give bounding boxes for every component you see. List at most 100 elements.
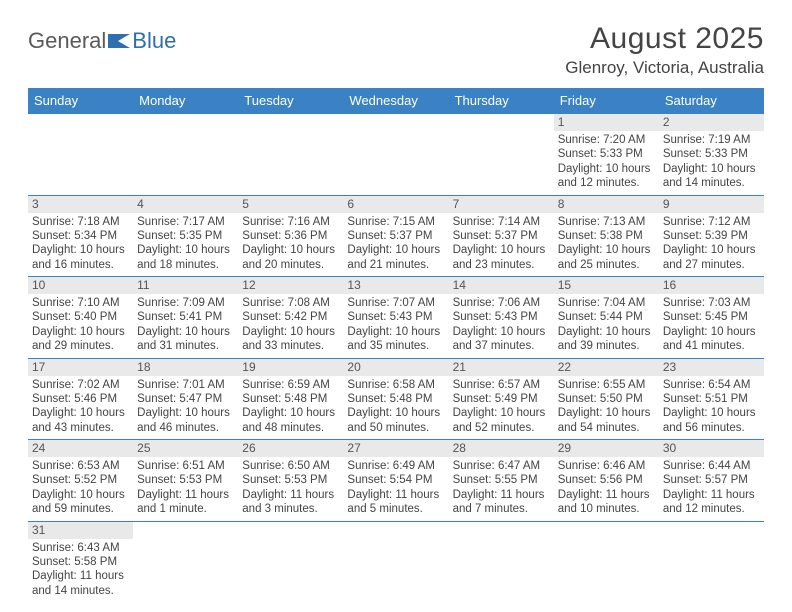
day-number: 15 xyxy=(554,277,659,294)
day-number xyxy=(554,522,659,524)
day-detail-line: Sunrise: 6:47 AM xyxy=(453,459,550,473)
day-detail-line: Sunset: 5:50 PM xyxy=(558,392,655,406)
day-detail-line: Daylight: 11 hours xyxy=(453,488,550,502)
calendar-day-cell xyxy=(343,521,448,602)
day-detail-line: Sunrise: 7:20 AM xyxy=(558,133,655,147)
calendar-day-cell: 2Sunrise: 7:19 AMSunset: 5:33 PMDaylight… xyxy=(659,114,764,196)
calendar-day-cell: 10Sunrise: 7:10 AMSunset: 5:40 PMDayligh… xyxy=(28,277,133,359)
calendar-week-row: 3Sunrise: 7:18 AMSunset: 5:34 PMDaylight… xyxy=(28,195,764,277)
day-detail-line: and 52 minutes. xyxy=(453,421,550,435)
calendar-day-cell xyxy=(28,114,133,196)
day-detail-line: Daylight: 10 hours xyxy=(32,406,129,420)
day-detail-line: Sunrise: 6:50 AM xyxy=(242,459,339,473)
day-detail-line: Daylight: 10 hours xyxy=(137,243,234,257)
day-number xyxy=(343,522,448,524)
day-detail-line: Sunrise: 6:49 AM xyxy=(347,459,444,473)
day-detail-line: Sunset: 5:56 PM xyxy=(558,473,655,487)
day-number: 25 xyxy=(133,440,238,457)
calendar-day-cell: 30Sunrise: 6:44 AMSunset: 5:57 PMDayligh… xyxy=(659,440,764,522)
day-detail-line: Daylight: 11 hours xyxy=(558,488,655,502)
day-detail-line: Sunset: 5:54 PM xyxy=(347,473,444,487)
day-detail-line: Sunrise: 7:19 AM xyxy=(663,133,760,147)
calendar-day-cell: 8Sunrise: 7:13 AMSunset: 5:38 PMDaylight… xyxy=(554,195,659,277)
calendar-day-cell: 26Sunrise: 6:50 AMSunset: 5:53 PMDayligh… xyxy=(238,440,343,522)
logo-text-2: Blue xyxy=(132,28,176,54)
calendar-day-cell xyxy=(449,521,554,602)
day-detail-line: Daylight: 10 hours xyxy=(663,162,760,176)
day-detail-line: and 50 minutes. xyxy=(347,421,444,435)
calendar-day-cell: 19Sunrise: 6:59 AMSunset: 5:48 PMDayligh… xyxy=(238,358,343,440)
day-detail-line: Sunset: 5:57 PM xyxy=(663,473,760,487)
calendar-table: Sunday Monday Tuesday Wednesday Thursday… xyxy=(28,88,764,602)
day-detail-line: Daylight: 10 hours xyxy=(453,406,550,420)
calendar-day-cell: 11Sunrise: 7:09 AMSunset: 5:41 PMDayligh… xyxy=(133,277,238,359)
day-detail-line: and 12 minutes. xyxy=(663,502,760,516)
day-detail-line: Daylight: 10 hours xyxy=(558,325,655,339)
day-number: 21 xyxy=(449,359,554,376)
day-number: 6 xyxy=(343,196,448,213)
day-number: 11 xyxy=(133,277,238,294)
day-detail-line: Sunrise: 6:44 AM xyxy=(663,459,760,473)
day-number: 4 xyxy=(133,196,238,213)
day-detail-line: and 3 minutes. xyxy=(242,502,339,516)
day-detail-line: Sunset: 5:34 PM xyxy=(32,229,129,243)
day-number: 18 xyxy=(133,359,238,376)
calendar-day-cell xyxy=(554,521,659,602)
day-detail-line: and 1 minute. xyxy=(137,502,234,516)
day-detail-line: Sunset: 5:39 PM xyxy=(663,229,760,243)
day-detail-line: and 18 minutes. xyxy=(137,258,234,272)
calendar-day-cell: 6Sunrise: 7:15 AMSunset: 5:37 PMDaylight… xyxy=(343,195,448,277)
calendar-day-cell: 18Sunrise: 7:01 AMSunset: 5:47 PMDayligh… xyxy=(133,358,238,440)
day-detail-line: Sunset: 5:58 PM xyxy=(32,555,129,569)
day-detail-line: Sunset: 5:47 PM xyxy=(137,392,234,406)
day-detail-line: and 5 minutes. xyxy=(347,502,444,516)
day-detail-line: Sunrise: 7:12 AM xyxy=(663,215,760,229)
day-number xyxy=(238,522,343,524)
day-detail-line: Daylight: 10 hours xyxy=(453,243,550,257)
calendar-day-cell: 28Sunrise: 6:47 AMSunset: 5:55 PMDayligh… xyxy=(449,440,554,522)
day-detail-line: Sunset: 5:48 PM xyxy=(242,392,339,406)
day-detail-line: and 41 minutes. xyxy=(663,339,760,353)
calendar-day-cell: 7Sunrise: 7:14 AMSunset: 5:37 PMDaylight… xyxy=(449,195,554,277)
day-detail-line: Daylight: 11 hours xyxy=(137,488,234,502)
day-detail-line: Sunset: 5:53 PM xyxy=(242,473,339,487)
day-detail-line: Daylight: 10 hours xyxy=(347,243,444,257)
day-detail-line: and 37 minutes. xyxy=(453,339,550,353)
day-detail-line: Daylight: 10 hours xyxy=(347,325,444,339)
day-number: 22 xyxy=(554,359,659,376)
day-detail-line: and 16 minutes. xyxy=(32,258,129,272)
day-detail-line: and 14 minutes. xyxy=(32,584,129,598)
day-detail-line: Sunrise: 7:14 AM xyxy=(453,215,550,229)
calendar-day-cell: 25Sunrise: 6:51 AMSunset: 5:53 PMDayligh… xyxy=(133,440,238,522)
day-detail-line: Sunrise: 7:01 AM xyxy=(137,378,234,392)
day-number: 19 xyxy=(238,359,343,376)
day-detail-line: Sunset: 5:44 PM xyxy=(558,310,655,324)
weekday-header: Monday xyxy=(133,88,238,114)
day-detail-line: Sunset: 5:41 PM xyxy=(137,310,234,324)
day-number: 13 xyxy=(343,277,448,294)
day-detail-line: Sunrise: 6:54 AM xyxy=(663,378,760,392)
day-detail-line: Sunrise: 6:57 AM xyxy=(453,378,550,392)
day-number: 7 xyxy=(449,196,554,213)
day-detail-line: Sunset: 5:40 PM xyxy=(32,310,129,324)
day-number xyxy=(133,522,238,524)
day-detail-line: Daylight: 10 hours xyxy=(558,406,655,420)
weekday-header: Wednesday xyxy=(343,88,448,114)
calendar-page: General Blue August 2025 Glenroy, Victor… xyxy=(0,0,792,602)
day-detail-line: Daylight: 10 hours xyxy=(558,162,655,176)
day-detail-line: Sunset: 5:35 PM xyxy=(137,229,234,243)
day-detail-line: and 14 minutes. xyxy=(663,176,760,190)
day-number: 28 xyxy=(449,440,554,457)
day-detail-line: and 20 minutes. xyxy=(242,258,339,272)
day-detail-line: and 12 minutes. xyxy=(558,176,655,190)
day-detail-line: Sunrise: 7:17 AM xyxy=(137,215,234,229)
day-detail-line: Daylight: 10 hours xyxy=(32,243,129,257)
day-detail-line: Sunrise: 7:18 AM xyxy=(32,215,129,229)
day-detail-line: Sunrise: 7:10 AM xyxy=(32,296,129,310)
calendar-day-cell xyxy=(133,521,238,602)
day-detail-line: Daylight: 10 hours xyxy=(558,243,655,257)
weekday-header: Tuesday xyxy=(238,88,343,114)
calendar-day-cell xyxy=(133,114,238,196)
weekday-header: Friday xyxy=(554,88,659,114)
calendar-day-cell: 3Sunrise: 7:18 AMSunset: 5:34 PMDaylight… xyxy=(28,195,133,277)
